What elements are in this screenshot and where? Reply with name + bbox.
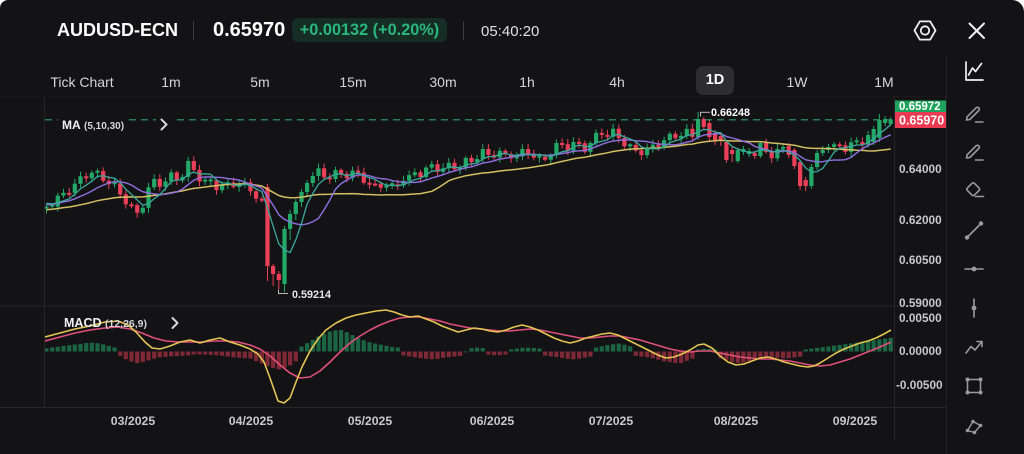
svg-text:0.65970: 0.65970 [899, 114, 944, 128]
svg-text:0.65972: 0.65972 [899, 101, 941, 113]
